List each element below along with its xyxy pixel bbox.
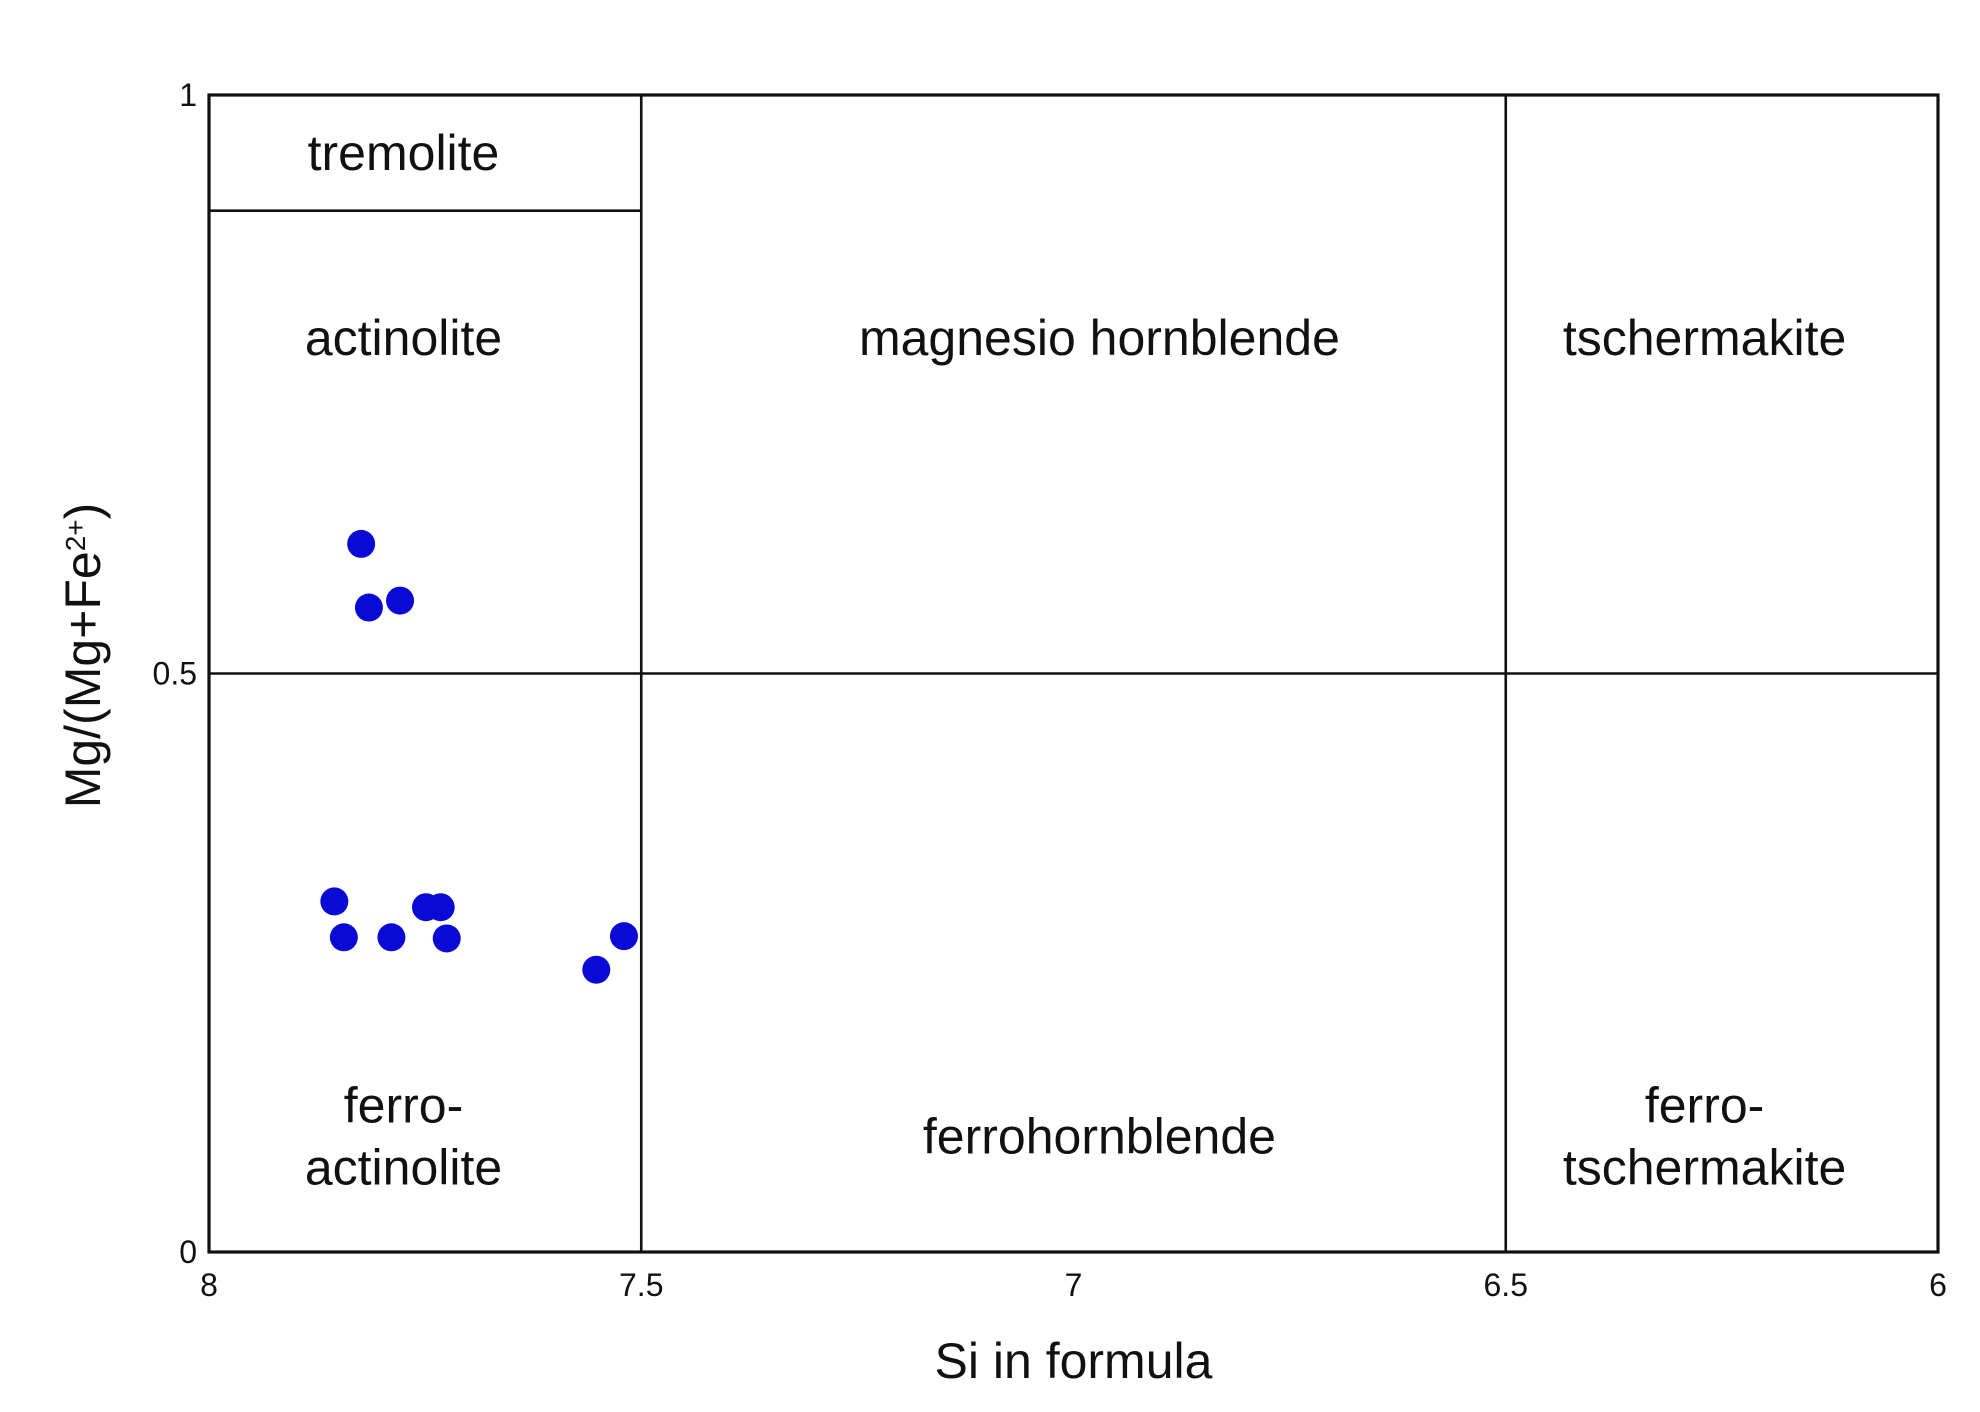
x-axis-tick-labels: 8 7.5 7 6.5 6 (200, 1267, 1947, 1303)
data-point (354, 593, 383, 622)
field-label: actinolite (305, 310, 502, 366)
y-axis-title-close: ) (55, 503, 111, 520)
field-label: ferro- (1645, 1077, 1764, 1133)
x-tick-label: 7 (1065, 1267, 1083, 1303)
y-tick-label: 0 (179, 1234, 197, 1270)
field-label: actinolite (305, 1139, 502, 1195)
data-points (320, 529, 638, 984)
svg-text:Mg/(Mg+Fe2+): Mg/(Mg+Fe2+) (55, 503, 111, 809)
data-point (609, 922, 638, 951)
y-tick-label: 0.5 (153, 656, 197, 692)
data-point (377, 923, 406, 952)
field-label: ferro- (344, 1077, 463, 1133)
y-axis-title-superscript: 2+ (60, 519, 91, 551)
data-point (582, 955, 611, 984)
x-tick-label: 7.5 (619, 1267, 663, 1303)
x-tick-label: 6.5 (1484, 1267, 1528, 1303)
data-point (320, 887, 349, 916)
y-axis-title: Mg/(Mg+Fe2+) (55, 503, 111, 809)
x-tick-label: 8 (200, 1267, 218, 1303)
field-boundaries (209, 95, 1938, 1252)
y-axis-tick-labels: 10.50 (153, 77, 197, 1270)
field-label: tremolite (308, 125, 500, 181)
y-tick-label: 1 (179, 77, 197, 113)
data-point (347, 529, 376, 558)
y-axis-title-base: Mg/(Mg+Fe (55, 551, 111, 808)
x-axis-title: Si in formula (935, 1333, 1213, 1389)
field-label: magnesio hornblende (859, 310, 1340, 366)
data-point (329, 923, 358, 952)
data-point (426, 893, 455, 922)
field-label: ferrohornblende (923, 1108, 1276, 1164)
plot-area-frame (207, 93, 1940, 1254)
field-label: tschermakite (1563, 1139, 1846, 1195)
field-label: tschermakite (1563, 310, 1846, 366)
field-labels: tremolite actinolite magnesio hornblende ts… (305, 125, 1846, 1195)
data-point (432, 924, 461, 953)
data-point (386, 586, 415, 615)
x-tick-label: 6 (1929, 1267, 1947, 1303)
